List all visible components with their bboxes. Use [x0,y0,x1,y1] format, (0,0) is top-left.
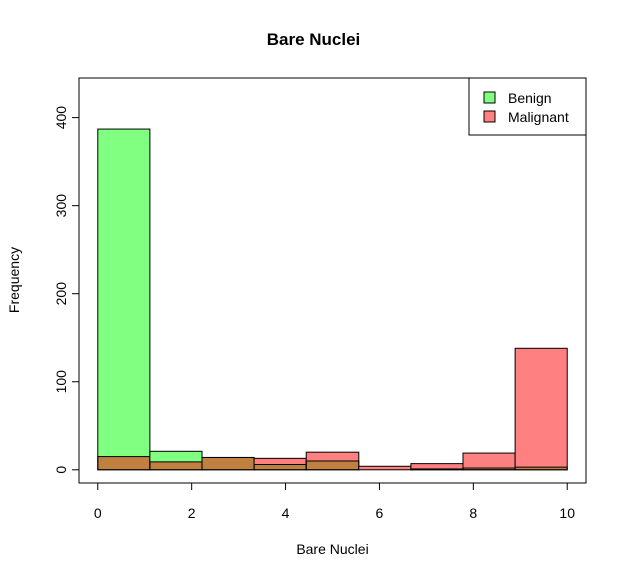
bar-fill-8 [515,348,568,468]
bar-fill-1 [149,451,202,462]
bar-malignant-4 [305,451,360,471]
bar-overlap-8 [515,467,568,470]
x-tick-label: 6 [376,505,384,521]
bar-fill-3 [254,458,307,465]
bar-overlap-0 [97,456,150,470]
y-tick-label: 100 [53,370,69,394]
y-tick-label: 200 [53,282,69,306]
y-tick-label: 400 [53,106,69,130]
legend-swatch-1 [483,110,496,123]
legend-label-1: Malignant [508,109,569,125]
legend-label-0: Benign [508,90,552,106]
bar-fill-4 [306,452,359,461]
x-tick-label: 10 [559,505,575,521]
bar-overlap-2 [201,457,255,470]
bar-overlap-4 [306,460,359,470]
bar-malignant-8 [514,347,568,471]
bar-overlap-3 [254,464,307,470]
bar-fill-5 [358,466,411,470]
plot-frame [78,77,587,484]
bar-overlap-7 [463,468,516,470]
legend-swatch-0 [483,91,496,104]
bar-fill-6 [410,463,464,469]
bar-fill-7 [463,453,516,469]
x-axis-label: Bare Nuclei [296,541,369,557]
legend: Benign Malignant [468,77,587,136]
bar-fill-0 [97,129,150,457]
x-tick-label: 4 [282,505,290,521]
x-tick-label: 2 [188,505,196,521]
y-tick-label: 300 [53,194,69,218]
bar-overlap-1 [149,461,202,470]
legend-box [468,77,587,136]
chart-title: Bare Nuclei [266,30,361,49]
x-tick-label: 0 [94,505,102,521]
bars-layer [97,128,568,471]
y-tick-label: 0 [53,466,69,474]
x-tick-label: 8 [469,505,477,521]
